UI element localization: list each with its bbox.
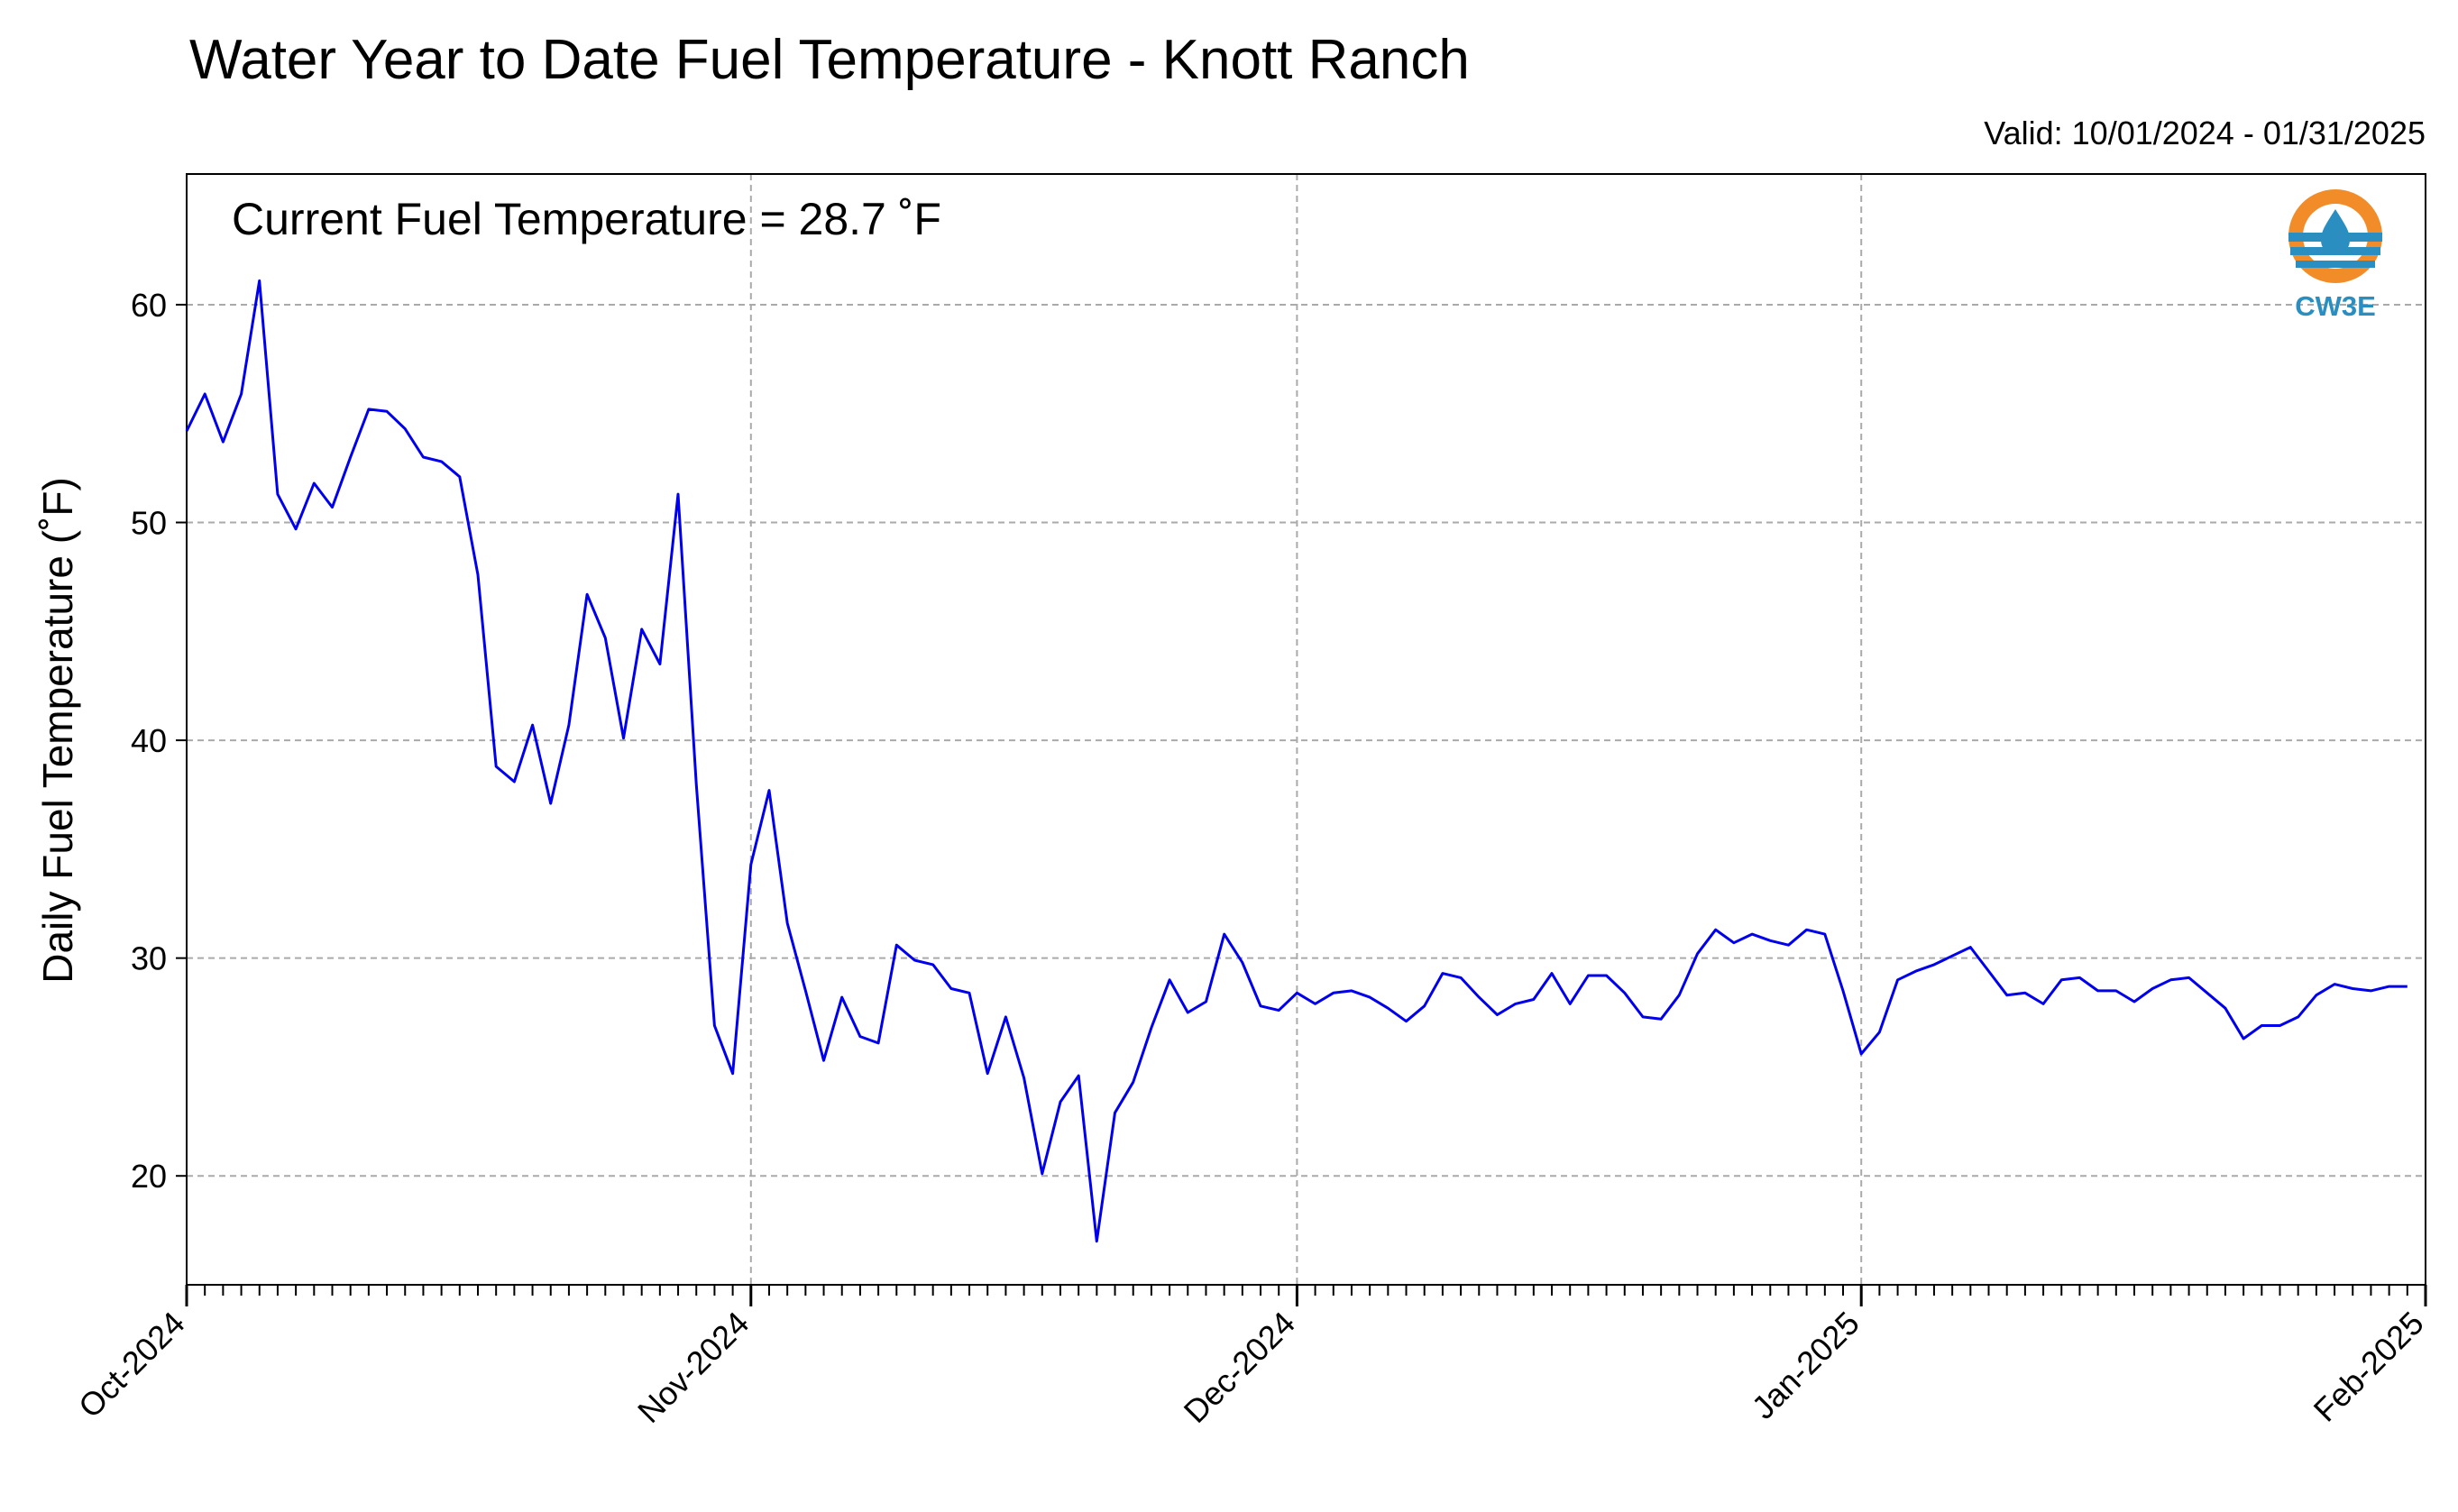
grid-lines (187, 174, 2426, 1285)
y-tick-label: 30 (131, 940, 167, 977)
plot-area-frame (186, 173, 2426, 1286)
logo-water-band (2296, 261, 2375, 268)
x-tick-label: Oct-2024 (71, 1305, 192, 1425)
valid-date-range: Valid: 10/01/2024 - 01/31/2025 (1984, 115, 2426, 151)
y-tick-label: 40 (131, 722, 167, 759)
y-tick-label: 50 (131, 505, 167, 542)
y-tick-label: 20 (131, 1158, 167, 1195)
x-tick-label: Nov-2024 (630, 1305, 756, 1430)
x-tick-label: Dec-2024 (1177, 1305, 1302, 1430)
chart-title: Water Year to Date Fuel Temperature - Kn… (189, 29, 1470, 91)
logo-droplet-icon (2321, 209, 2350, 254)
current-value-annotation: Current Fuel Temperature = 28.7 ˚F (232, 194, 941, 244)
cw3e-logo: CW3E (2288, 189, 2382, 322)
series-line-fuel-temperature (185, 279, 2408, 1243)
x-tick-label: Feb-2025 (2307, 1305, 2431, 1429)
x-tick-label: Jan-2025 (1745, 1305, 1866, 1426)
x-axis: Oct-2024 Nov-2024 Dec-2024 Jan-2025 Feb-2025 (71, 1285, 2431, 1430)
y-tick-label: 60 (131, 287, 167, 324)
logo-text: CW3E (2295, 290, 2376, 322)
y-axis: 20 30 40 50 60 (131, 287, 187, 1195)
y-axis-label: Daily Fuel Temperature (˚F) (34, 477, 81, 984)
